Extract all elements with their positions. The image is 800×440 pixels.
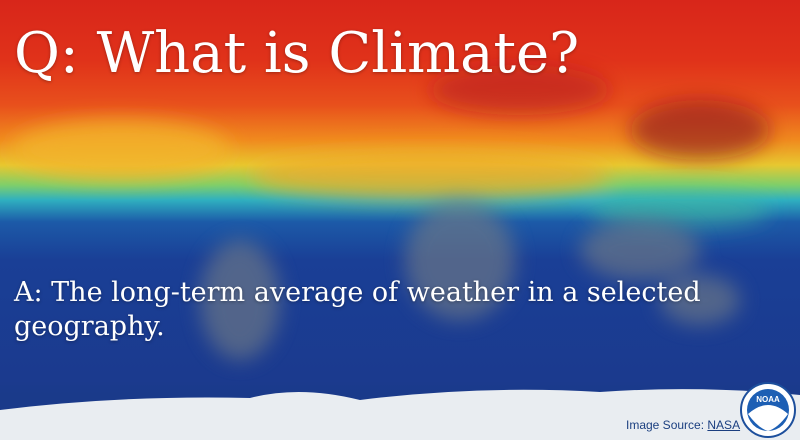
logo-gull [748,405,788,431]
land-masses [200,200,740,360]
source-label: Image Source: [626,418,705,432]
source-link[interactable]: NASA [707,418,741,432]
antarctica [0,389,800,440]
image-source: Image Source: NASA [626,418,740,432]
atmosphere-swirls [10,65,770,228]
logo-text: NOAA [756,395,780,404]
noaa-logo: NOAA [740,382,796,438]
title: Q: What is Climate? [14,21,580,86]
answer: A: The long-term average of weather in a… [14,277,701,342]
